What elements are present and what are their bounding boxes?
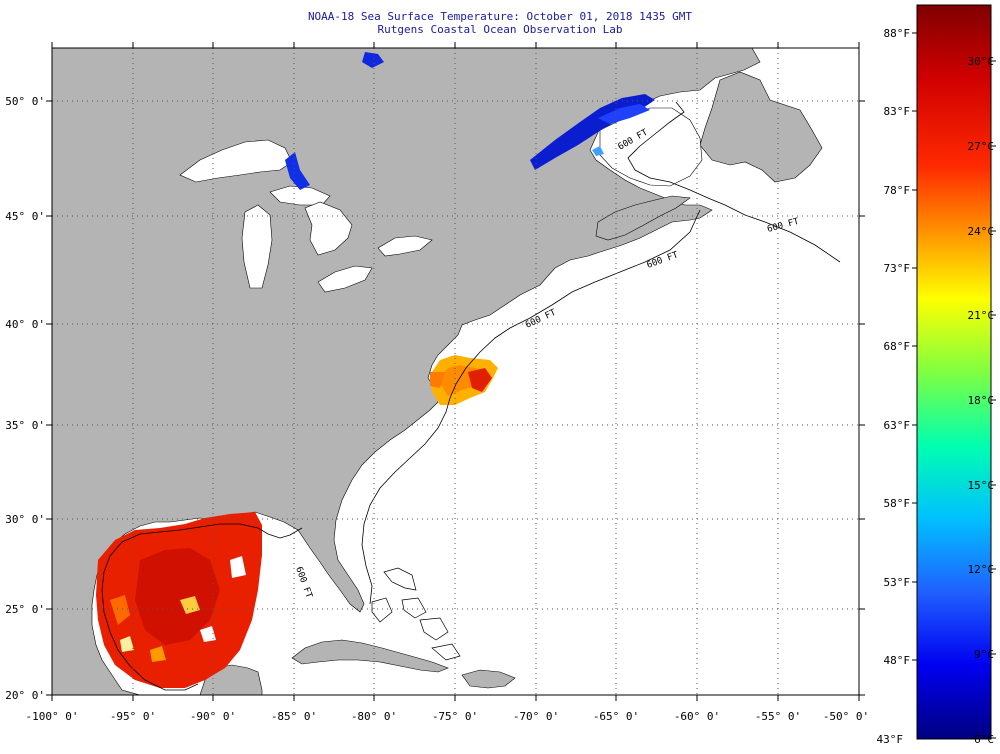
map-area <box>52 48 859 695</box>
colorbar-f-label: 73°F <box>884 262 911 275</box>
colorbar-c-label: 15°C <box>968 479 995 492</box>
map-subtitle: Rutgens Coastal Ocean Observation Lab <box>377 23 623 36</box>
lon-tick-label: -80° 0' <box>351 710 397 723</box>
colorbar-f-label: 63°F <box>884 419 911 432</box>
colorbar-f-label: 83°F <box>884 105 911 118</box>
lat-tick-label: 50° 0' <box>5 95 45 108</box>
lon-tick-label: -50° 0' <box>823 710 869 723</box>
newfoundland-land <box>699 71 823 183</box>
colorbar-c-label: 9°C <box>974 648 994 661</box>
colorbar-f-label: 78°F <box>884 184 911 197</box>
colorbar-c-label: 6°C <box>974 733 994 746</box>
sst-colorbar <box>916 4 992 740</box>
colorbar-c-label: 24°C <box>968 225 995 238</box>
lat-tick-label: 20° 0' <box>5 689 45 702</box>
hispaniola-land <box>461 669 516 689</box>
sst-hatteras-patch <box>430 355 498 405</box>
colorbar-f-label: 43°F <box>877 733 904 746</box>
lon-tick-label: -65° 0' <box>593 710 639 723</box>
lon-tick-label: -75° 0' <box>432 710 478 723</box>
lon-tick-label: -55° 0' <box>755 710 801 723</box>
colorbar-f-label: 48°F <box>884 654 911 667</box>
bahamas-islands <box>371 567 461 661</box>
colorbar-f-label: 88°F <box>884 27 911 40</box>
isobath-600ft <box>101 101 841 691</box>
lat-tick-label: 25° 0' <box>5 603 45 616</box>
lon-tick-label: -90° 0' <box>190 710 236 723</box>
lon-tick-label: -100° 0' <box>26 710 79 723</box>
lon-tick-label: -60° 0' <box>674 710 720 723</box>
colorbar-c-label: 27°C <box>968 140 995 153</box>
colorbar-f-label: 68°F <box>884 340 911 353</box>
colorbar-c-label: 18°C <box>968 394 995 407</box>
north-america-land <box>52 48 761 695</box>
cuba-land <box>291 639 449 673</box>
colorbar-f-label: 53°F <box>884 576 911 589</box>
sst-gulf-patch <box>96 512 262 688</box>
sst-cold-patches <box>285 52 655 190</box>
nova-scotia-land <box>595 195 691 241</box>
great-lakes <box>179 139 433 293</box>
lat-tick-label: 30° 0' <box>5 513 45 526</box>
lon-tick-label: -85° 0' <box>271 710 317 723</box>
colorbar-c-label: 30°C <box>968 55 995 68</box>
colorbar-ticks <box>912 32 996 739</box>
lat-tick-label: 40° 0' <box>5 318 45 331</box>
colorbar-f-label: 58°F <box>884 497 911 510</box>
lon-tick-label: -70° 0' <box>513 710 559 723</box>
colorbar-c-label: 21°C <box>968 309 995 322</box>
map-title: NOAA-18 Sea Surface Temperature: October… <box>307 10 693 23</box>
gulf-st-lawrence <box>599 107 703 187</box>
lat-tick-label: 35° 0' <box>5 419 45 432</box>
lat-tick-label: 45° 0' <box>5 210 45 223</box>
frame-ticks <box>46 42 865 701</box>
colorbar-c-label: 12°C <box>968 563 995 576</box>
lon-tick-label: -95° 0' <box>110 710 156 723</box>
